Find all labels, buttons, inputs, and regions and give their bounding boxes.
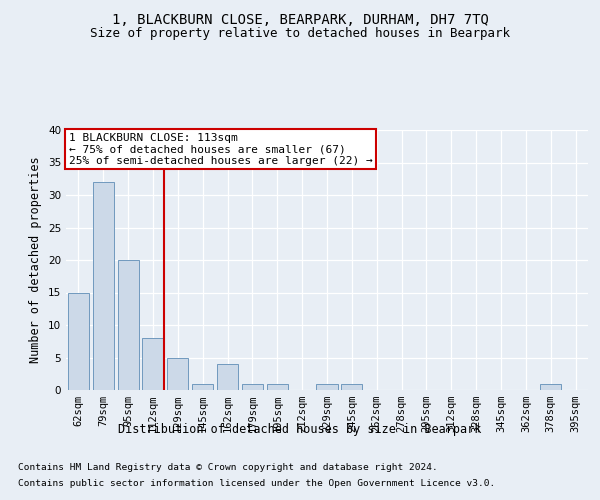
Text: Distribution of detached houses by size in Bearpark: Distribution of detached houses by size …: [118, 422, 482, 436]
Text: Size of property relative to detached houses in Bearpark: Size of property relative to detached ho…: [90, 28, 510, 40]
Bar: [267, 384, 288, 390]
Bar: [68, 292, 89, 390]
Bar: [93, 182, 114, 390]
Bar: [142, 338, 164, 390]
Text: Contains HM Land Registry data © Crown copyright and database right 2024.: Contains HM Land Registry data © Crown c…: [18, 462, 438, 471]
Text: 1 BLACKBURN CLOSE: 113sqm
← 75% of detached houses are smaller (67)
25% of semi-: 1 BLACKBURN CLOSE: 113sqm ← 75% of detac…: [68, 132, 373, 166]
Text: 1, BLACKBURN CLOSE, BEARPARK, DURHAM, DH7 7TQ: 1, BLACKBURN CLOSE, BEARPARK, DURHAM, DH…: [112, 12, 488, 26]
Bar: [540, 384, 561, 390]
Bar: [217, 364, 238, 390]
Bar: [118, 260, 139, 390]
Bar: [192, 384, 213, 390]
Y-axis label: Number of detached properties: Number of detached properties: [29, 156, 43, 364]
Bar: [316, 384, 338, 390]
Bar: [341, 384, 362, 390]
Bar: [242, 384, 263, 390]
Text: Contains public sector information licensed under the Open Government Licence v3: Contains public sector information licen…: [18, 479, 495, 488]
Bar: [167, 358, 188, 390]
